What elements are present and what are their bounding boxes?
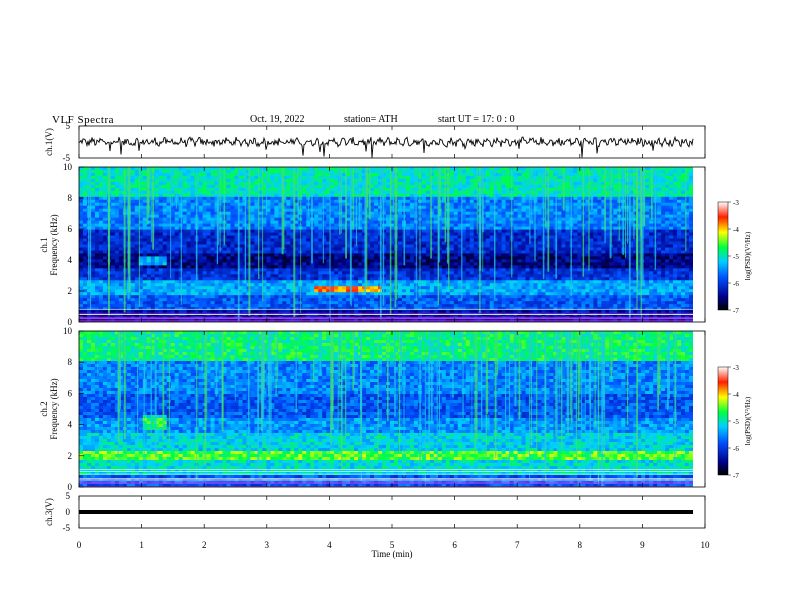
ch1-waveform-panel bbox=[78, 125, 706, 159]
x-tick-label: 8 bbox=[578, 540, 583, 550]
ch1-ylabel: ch.1(V) bbox=[44, 128, 54, 156]
x-tick-label: 6 bbox=[452, 540, 457, 550]
ch3-waveform-panel bbox=[78, 495, 706, 529]
spectro-ytick-label: 0 bbox=[68, 317, 73, 327]
x-tick-label: 9 bbox=[640, 540, 645, 550]
ch1-spec-ylabel-channel: ch.1 bbox=[39, 237, 49, 252]
colorbar-tick-label: -4 bbox=[733, 226, 739, 234]
x-tick-label: 3 bbox=[265, 540, 270, 550]
station-label: station= ATH bbox=[344, 114, 398, 125]
x-tick-label: 0 bbox=[77, 540, 82, 550]
ch3-ytick-bottom: -5 bbox=[63, 523, 71, 533]
spectro-ytick-label: 10 bbox=[63, 326, 73, 336]
x-tick-label: 1 bbox=[139, 540, 144, 550]
ch3-ytick-mid: 0 bbox=[66, 507, 71, 517]
ch1-spectrogram-panel bbox=[78, 166, 706, 323]
ch1-spec-ylabel-freq: Frequency (kHz) bbox=[49, 214, 59, 275]
spectro-ytick-label: 8 bbox=[68, 193, 73, 203]
x-tick-label: 7 bbox=[515, 540, 520, 550]
colorbar-tick-label: -6 bbox=[733, 280, 739, 288]
figure-title: VLF Spectra bbox=[52, 114, 115, 126]
spectro-ytick-label: 6 bbox=[68, 224, 73, 234]
spectro-ytick-label: 8 bbox=[68, 357, 73, 367]
colorbar-tick-label: -5 bbox=[733, 418, 739, 426]
x-tick-label: 5 bbox=[390, 540, 395, 550]
spectro-ytick-label: 4 bbox=[68, 255, 73, 265]
x-tick-label: 2 bbox=[202, 540, 207, 550]
ch3-ylabel: ch.3(V) bbox=[44, 498, 54, 526]
spectro-ytick-label: 2 bbox=[68, 451, 73, 461]
ch1-waveform-line bbox=[78, 135, 694, 158]
ch3-waveform-line bbox=[79, 510, 693, 514]
ch1-colorbar: -3 -4 -5 -6 -7 log(PSD)(V²/Hz) bbox=[717, 199, 752, 315]
spectro-ytick-label: 2 bbox=[68, 286, 73, 296]
colorbar-tick-label: -3 bbox=[733, 364, 739, 372]
ch2-colorbar-label: log(PSD)(V²/Hz) bbox=[744, 396, 752, 445]
colorbar-tick-label: -5 bbox=[733, 253, 739, 261]
colorbar-tick-label: -7 bbox=[733, 472, 739, 480]
observation-date: Oct. 19, 2022 bbox=[250, 114, 305, 125]
ch1-ytick-bottom: -5 bbox=[63, 153, 71, 163]
spectro-ytick-label: 10 bbox=[63, 162, 73, 172]
ch1-colorbar-label: log(PSD)(V²/Hz) bbox=[744, 231, 752, 280]
ch2-spec-ylabel-channel: ch.2 bbox=[39, 401, 49, 416]
spectro-ytick-label: 6 bbox=[68, 388, 73, 398]
ch2-spec-ylabel-freq: Frequency (kHz) bbox=[49, 378, 59, 439]
colorbar-tick-label: -6 bbox=[733, 445, 739, 453]
colorbar-tick-label: -3 bbox=[733, 199, 739, 207]
ch1-ytick-top: 5 bbox=[66, 121, 71, 131]
spectro-ytick-label: 4 bbox=[68, 420, 73, 430]
ch3-ytick-top: 5 bbox=[66, 491, 71, 501]
x-axis-label: Time (min) bbox=[372, 549, 413, 559]
colorbar-tick-label: -7 bbox=[733, 307, 739, 315]
spectro-ytick-label: 0 bbox=[68, 482, 73, 492]
ch2-colorbar: -3 -4 -5 -6 -7 log(PSD)(V²/Hz) bbox=[717, 364, 752, 480]
x-tick-label: 4 bbox=[327, 540, 332, 550]
start-time-label: start UT = 17: 0 : 0 bbox=[438, 114, 515, 125]
x-tick-label: 10 bbox=[701, 540, 711, 550]
colorbar-tick-label: -4 bbox=[733, 391, 739, 399]
ch2-spectrogram-panel bbox=[78, 330, 706, 488]
